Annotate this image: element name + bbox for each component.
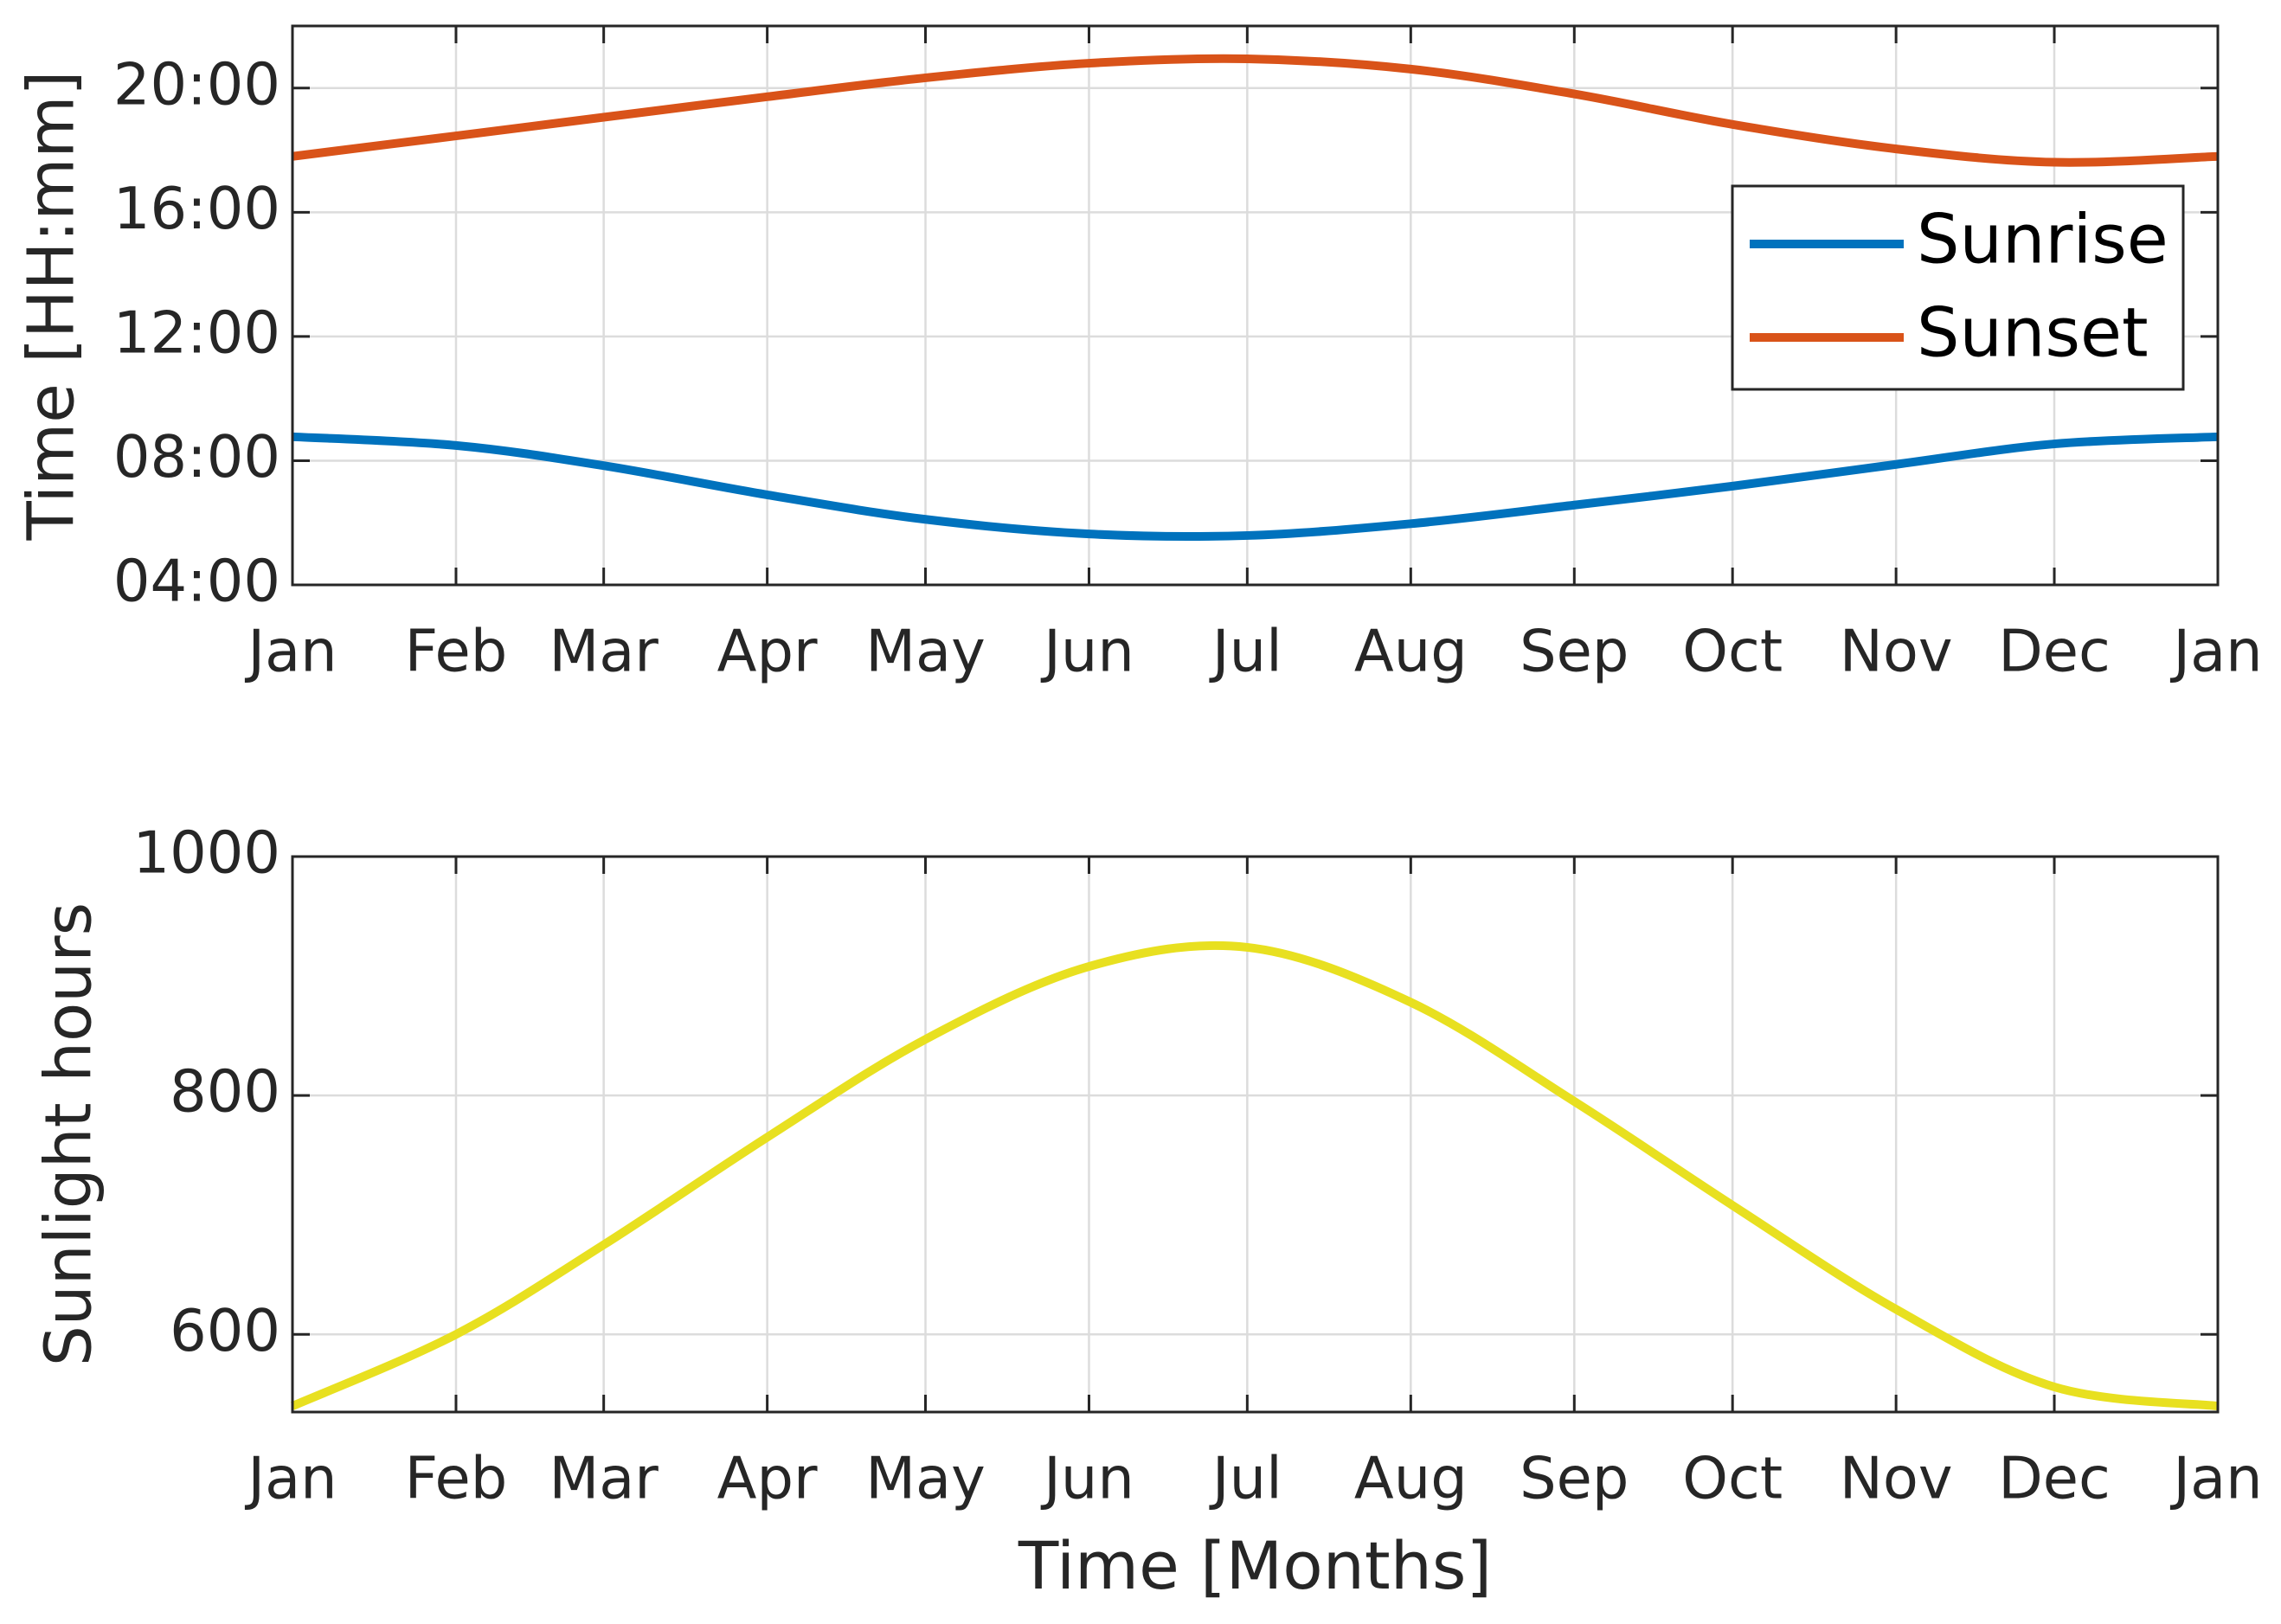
y-tick-label: 16:00	[113, 175, 280, 242]
y-axis-label: Sunlight hours	[32, 902, 106, 1366]
y-tick-label: 800	[170, 1058, 280, 1126]
x-tick-label: Nov	[1840, 618, 1953, 685]
legend-box	[1731, 184, 2185, 391]
y-tick-label: 20:00	[113, 50, 280, 118]
x-tick-label: Jun	[1040, 1445, 1134, 1512]
x-tick-label: Jul	[1209, 618, 1282, 685]
x-axis-label: Time [Months]	[1018, 1527, 1492, 1604]
x-tick-label: Dec	[1998, 618, 2111, 685]
x-tick-label: Oct	[1682, 1445, 1783, 1512]
x-tick-label: Aug	[1354, 618, 1468, 685]
x-tick-label: Mar	[549, 1445, 659, 1512]
x-tick-label: Sep	[1520, 1445, 1629, 1512]
x-tick-label: May	[865, 618, 986, 685]
x-tick-label: May	[865, 1445, 986, 1512]
legend-label: Sunset	[1917, 294, 2149, 372]
y-tick-label: 12:00	[113, 298, 280, 366]
x-tick-label: Jun	[1040, 618, 1134, 685]
y-tick-label: 1000	[132, 819, 280, 887]
data-line	[290, 940, 2219, 1411]
x-tick-label: Dec	[1998, 1445, 2111, 1512]
x-tick-label: Jan	[244, 1445, 337, 1512]
y-tick-label: 04:00	[113, 548, 280, 615]
x-tick-label: Apr	[717, 618, 818, 685]
x-tick-label: Jan	[244, 618, 337, 685]
data-line	[292, 54, 2219, 167]
x-tick-label: Apr	[717, 1445, 818, 1512]
x-tick-label: Nov	[1840, 1445, 1953, 1512]
x-tick-label: Jul	[1209, 1445, 1282, 1512]
x-tick-label: Oct	[1682, 618, 1783, 685]
data-line	[292, 432, 2219, 542]
x-tick-label: Jan	[2169, 618, 2262, 685]
plot-frame	[291, 855, 2220, 1414]
y-axis-label: Time [HH:mm]	[15, 71, 89, 542]
y-tick-label: 600	[170, 1297, 280, 1364]
y-tick-label: 08:00	[113, 423, 280, 491]
x-tick-label: Feb	[405, 618, 508, 685]
x-tick-label: Aug	[1354, 1445, 1468, 1512]
x-tick-label: Jan	[2169, 1445, 2262, 1512]
plot-frame	[291, 24, 2220, 587]
x-tick-label: Mar	[549, 618, 659, 685]
x-tick-label: Sep	[1520, 618, 1629, 685]
x-tick-label: Feb	[405, 1445, 508, 1512]
legend-label: Sunrise	[1917, 201, 2169, 279]
